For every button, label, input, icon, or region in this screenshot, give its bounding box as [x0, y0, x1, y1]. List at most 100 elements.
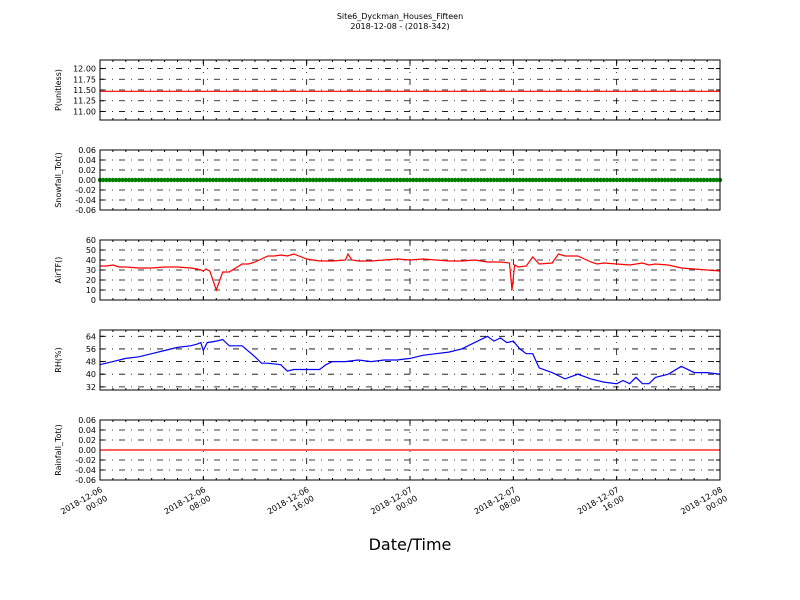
y-tick-label: 0.04 [78, 156, 96, 165]
series-marker [701, 177, 707, 183]
series-marker [113, 177, 119, 183]
series-marker [246, 177, 251, 183]
series-marker [265, 177, 271, 183]
y-tick-label: 11.00 [73, 107, 96, 116]
series-marker [181, 177, 187, 183]
series-marker [488, 177, 493, 183]
series-marker [359, 177, 364, 183]
y-axis-label: Rainfall_Tot() [54, 424, 63, 476]
series-marker [627, 177, 632, 183]
series-marker [672, 177, 677, 183]
y-tick-label: 40 [86, 256, 96, 265]
series-marker [614, 177, 619, 183]
series-marker [491, 177, 497, 183]
series-marker [362, 177, 367, 183]
series-line [99, 335, 721, 385]
series-marker [252, 177, 258, 183]
series-marker [323, 177, 329, 183]
series-marker [411, 177, 416, 183]
series-marker [133, 177, 138, 183]
series-marker [407, 177, 413, 183]
series-marker [101, 177, 106, 183]
series-marker [168, 177, 174, 183]
series-marker [388, 177, 393, 183]
series-marker [604, 177, 610, 183]
series-marker [585, 177, 590, 183]
panel-5: 0.060.040.020.00-0.02-0.04-0.06 Rainfall_… [54, 416, 721, 485]
series-marker [126, 177, 132, 183]
series-marker [378, 177, 384, 183]
series-marker [417, 177, 422, 183]
y-tick-label: 0 [91, 296, 96, 305]
series-marker [624, 177, 629, 183]
series-marker [230, 177, 235, 183]
series-marker [139, 177, 145, 183]
series-marker [256, 177, 261, 183]
series-marker [536, 177, 542, 183]
series-marker [675, 177, 681, 183]
series-marker [469, 177, 474, 183]
series-marker [339, 177, 345, 183]
series-marker [504, 177, 510, 183]
y-tick-label: 0.06 [78, 146, 96, 155]
panel-2: 0.060.040.020.00-0.02-0.04-0.06 Snowfall_… [54, 146, 723, 215]
series-marker [401, 177, 406, 183]
chart-subtitle: 2018-12-08 - (2018-342) [350, 22, 449, 31]
series-marker [517, 177, 522, 183]
series-marker [533, 177, 539, 183]
series-marker [598, 177, 603, 183]
series-marker [146, 177, 151, 183]
series-marker [714, 177, 719, 183]
series-marker [569, 177, 574, 183]
series-marker [204, 177, 209, 183]
series-marker [540, 177, 545, 183]
series-marker [682, 177, 687, 183]
series-marker [333, 177, 338, 183]
series-marker [527, 177, 532, 183]
series-marker [310, 177, 316, 183]
y-tick-label: 11.25 [73, 97, 96, 106]
series-marker [391, 177, 397, 183]
series-marker [223, 177, 229, 183]
series-marker [462, 177, 468, 183]
series-marker [343, 177, 348, 183]
series-marker [633, 177, 639, 183]
series-marker [304, 177, 309, 183]
series-marker [630, 177, 636, 183]
series-marker [194, 177, 200, 183]
series-marker [381, 177, 387, 183]
y-tick-label: 0.02 [78, 436, 96, 445]
series-marker [172, 177, 177, 183]
series-marker [130, 177, 135, 183]
series-marker [262, 177, 267, 183]
series-marker [152, 177, 158, 183]
series-marker [278, 177, 284, 183]
series-marker [695, 177, 700, 183]
series-marker [104, 177, 109, 183]
series-marker [446, 177, 451, 183]
series-marker [220, 177, 225, 183]
series-marker [588, 177, 594, 183]
series-marker [107, 177, 112, 183]
series-marker [646, 177, 652, 183]
series-marker [404, 177, 409, 183]
y-tick-label: 20 [86, 276, 96, 285]
series-marker [175, 177, 180, 183]
series-marker [291, 177, 296, 183]
series-marker [162, 177, 167, 183]
series-marker [385, 177, 390, 183]
series-marker [317, 177, 322, 183]
series-marker [443, 177, 448, 183]
series-marker [617, 177, 623, 183]
series-marker [620, 177, 626, 183]
series-marker [149, 177, 154, 183]
series-marker [155, 177, 161, 183]
series-marker [294, 177, 300, 183]
axes-frame [99, 239, 721, 301]
